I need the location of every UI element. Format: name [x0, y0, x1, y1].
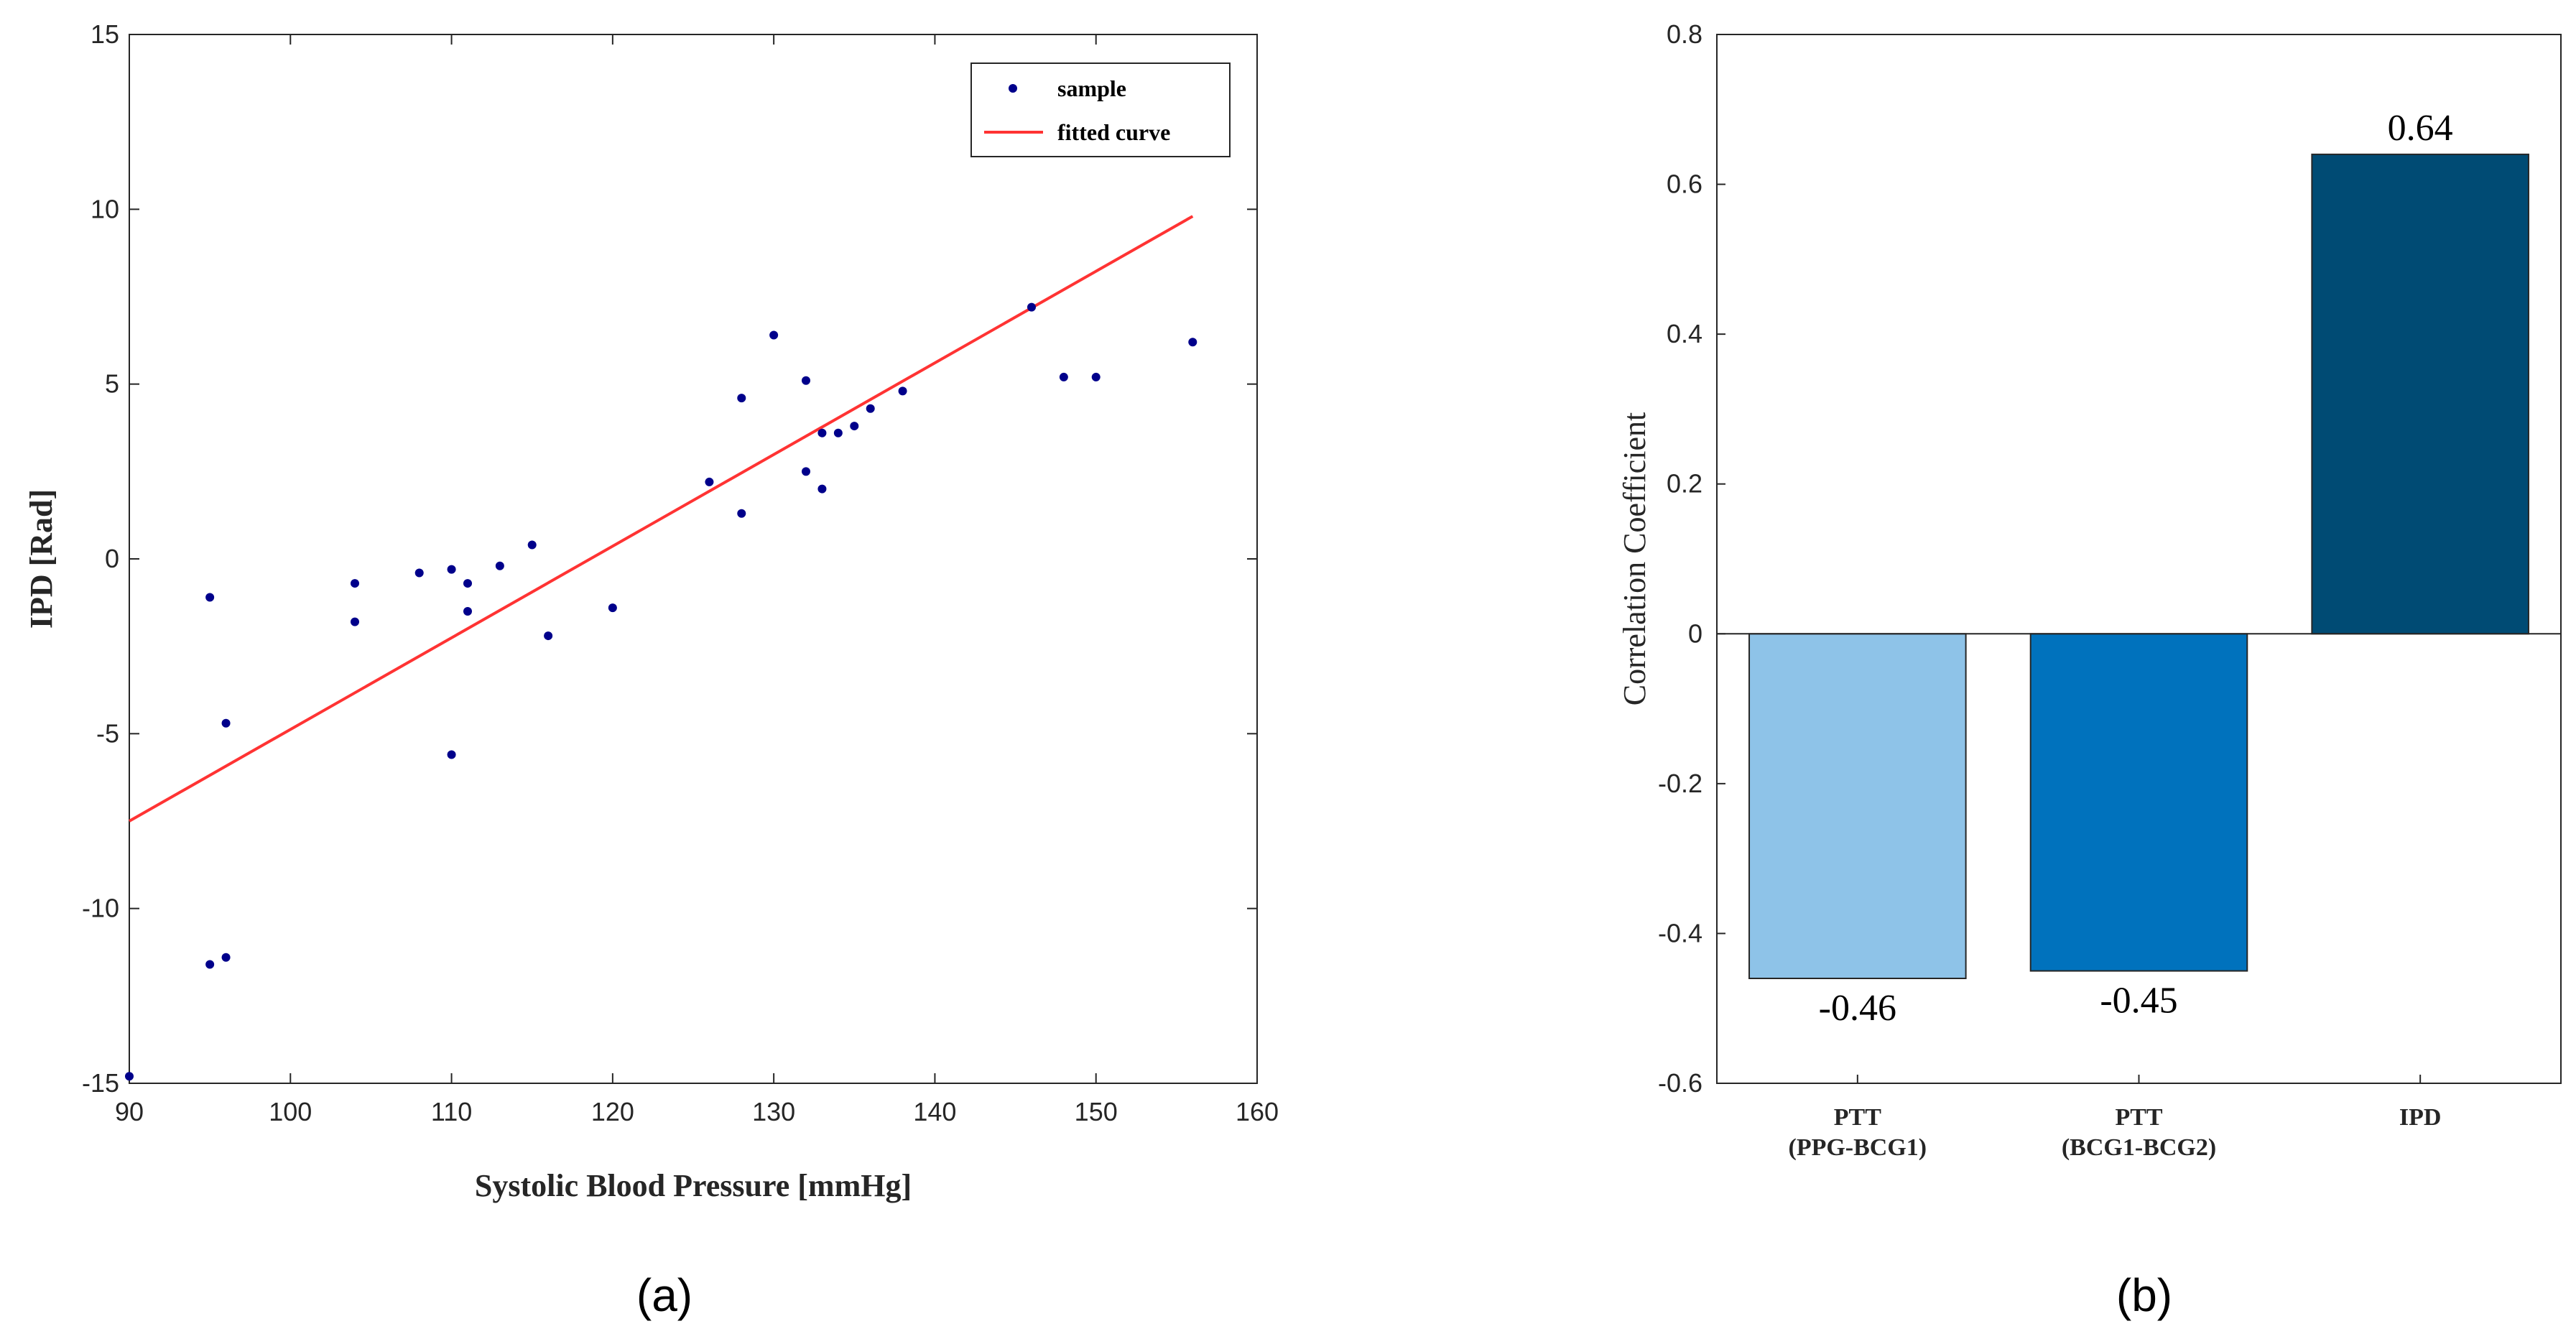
- sample-point: [205, 960, 215, 969]
- bars: -0.46 -0.45 0.64: [1748, 108, 2529, 1029]
- sample-point: [705, 477, 714, 486]
- scatter-y-tick-label: 15: [91, 19, 119, 49]
- sample-point: [737, 509, 746, 518]
- scatter-x-tick-label: 110: [431, 1097, 472, 1126]
- scatter-x-tick-label: 100: [269, 1097, 312, 1126]
- scatter-x-ticks: 90 100 110 120 130 140 150 160: [115, 34, 1279, 1126]
- sample-point: [802, 376, 810, 385]
- legend: sample fitted curve: [970, 62, 1231, 157]
- bar: [2311, 153, 2529, 635]
- bar-y-tick-label: 0.2: [1667, 469, 1702, 499]
- panel-label-b: (b): [2116, 1269, 2172, 1321]
- scatter-chart: 15 10 5 0 -5 -10 -15 90 100 110 120 130 140 150 160 s…: [24, 19, 1279, 1321]
- scatter-y-tick-label: 5: [105, 369, 119, 399]
- bar-category-label: (BCG1-BCG2): [2062, 1134, 2216, 1161]
- sample-point: [447, 565, 456, 574]
- fitted-curve: [129, 215, 1194, 823]
- bar-chart: 0.8 0.6 0.4 0.2 0 -0.2 -0.4 -0.6 -0.46 -0.45 0.64…: [1617, 19, 2562, 1321]
- bar-y-tick-label: -0.2: [1658, 769, 1702, 798]
- scatter-y-tick-label: -5: [96, 718, 119, 748]
- scatter-y-tick-label: -10: [82, 894, 119, 923]
- sample-point: [463, 579, 472, 588]
- bar-value-label: 0.64: [2388, 108, 2453, 149]
- bar-y-tick-label: 0.4: [1667, 319, 1702, 348]
- sample-point: [1188, 338, 1197, 347]
- sample-point: [608, 603, 617, 613]
- sample-point: [898, 386, 907, 396]
- bar-category-label: (PPG-BCG1): [1789, 1134, 1927, 1161]
- scatter-plot-area: [129, 34, 1258, 1084]
- scatter-y-tick-label: 10: [91, 194, 119, 223]
- sample-point: [802, 467, 810, 476]
- bar-value-label: -0.45: [2100, 981, 2177, 1022]
- fitted-curve-line: [129, 215, 1194, 823]
- sample-point: [1027, 302, 1036, 312]
- sample-point: [737, 394, 746, 403]
- legend-fitted-curve-label: fitted curve: [1057, 119, 1170, 145]
- sample-point: [351, 617, 359, 626]
- bar-category-label: PTT: [2115, 1104, 2162, 1131]
- sample-point: [205, 593, 215, 602]
- scatter-x-tick-label: 160: [1236, 1097, 1279, 1126]
- sample-point: [817, 484, 827, 494]
- bar: [1748, 633, 1967, 979]
- sample-point: [221, 718, 231, 728]
- sample-point: [817, 428, 827, 437]
- sample-point: [414, 568, 424, 578]
- bar-y-tick-label: 0.8: [1667, 19, 1702, 49]
- bar-y-tick-label: -0.6: [1658, 1068, 1702, 1098]
- bar-category-labels: PTT (PPG-BCG1) PTT (BCG1-BCG2) IPD: [1789, 1075, 2442, 1161]
- sample-points: [125, 302, 1197, 1081]
- scatter-x-tick-label: 140: [913, 1097, 956, 1126]
- sample-point: [221, 953, 231, 962]
- sample-point: [125, 1072, 134, 1081]
- bar-value-label: -0.46: [1819, 988, 1896, 1029]
- bar-y-tick-label: 0: [1688, 619, 1702, 648]
- bar-y-tick-label: -0.4: [1658, 918, 1702, 948]
- panel-label-a: (a): [636, 1269, 692, 1321]
- sample-point: [833, 428, 843, 437]
- sample-point: [850, 422, 859, 431]
- bar-y-tick-label: 0.6: [1667, 170, 1702, 199]
- bar-category-label: PTT: [1834, 1104, 1881, 1131]
- sample-point: [1059, 372, 1068, 381]
- bar-y-ticks: 0.8 0.6 0.4 0.2 0 -0.2 -0.4 -0.6: [1658, 19, 1725, 1098]
- legend-sample-marker: [1009, 84, 1017, 93]
- sample-point: [495, 561, 504, 570]
- bar-category-label: IPD: [2399, 1104, 2442, 1131]
- scatter-x-tick-label: 150: [1075, 1097, 1118, 1126]
- bar: [2029, 633, 2248, 972]
- scatter-x-tick-label: 130: [752, 1097, 795, 1126]
- scatter-x-tick-label: 90: [115, 1097, 144, 1126]
- sample-point: [463, 607, 472, 616]
- sample-point: [544, 631, 553, 641]
- sample-point: [1091, 372, 1101, 381]
- scatter-y-tick-label: -15: [82, 1068, 119, 1098]
- scatter-y-axis-label: IPD [Rad]: [24, 489, 59, 629]
- sample-point: [866, 404, 875, 413]
- scatter-y-tick-label: 0: [105, 544, 119, 573]
- bar-y-axis-label: Correlation Coefficient: [1617, 412, 1652, 706]
- scatter-x-tick-label: 120: [591, 1097, 634, 1126]
- scatter-y-ticks: 15 10 5 0 -5 -10 -15: [82, 19, 1257, 1098]
- legend-sample-label: sample: [1057, 75, 1126, 101]
- sample-point: [351, 579, 359, 588]
- sample-point: [527, 540, 537, 550]
- sample-point: [447, 750, 456, 759]
- sample-point: [769, 330, 779, 340]
- scatter-x-axis-label: Systolic Blood Pressure [mmHg]: [475, 1168, 912, 1203]
- legend-box: [970, 62, 1231, 157]
